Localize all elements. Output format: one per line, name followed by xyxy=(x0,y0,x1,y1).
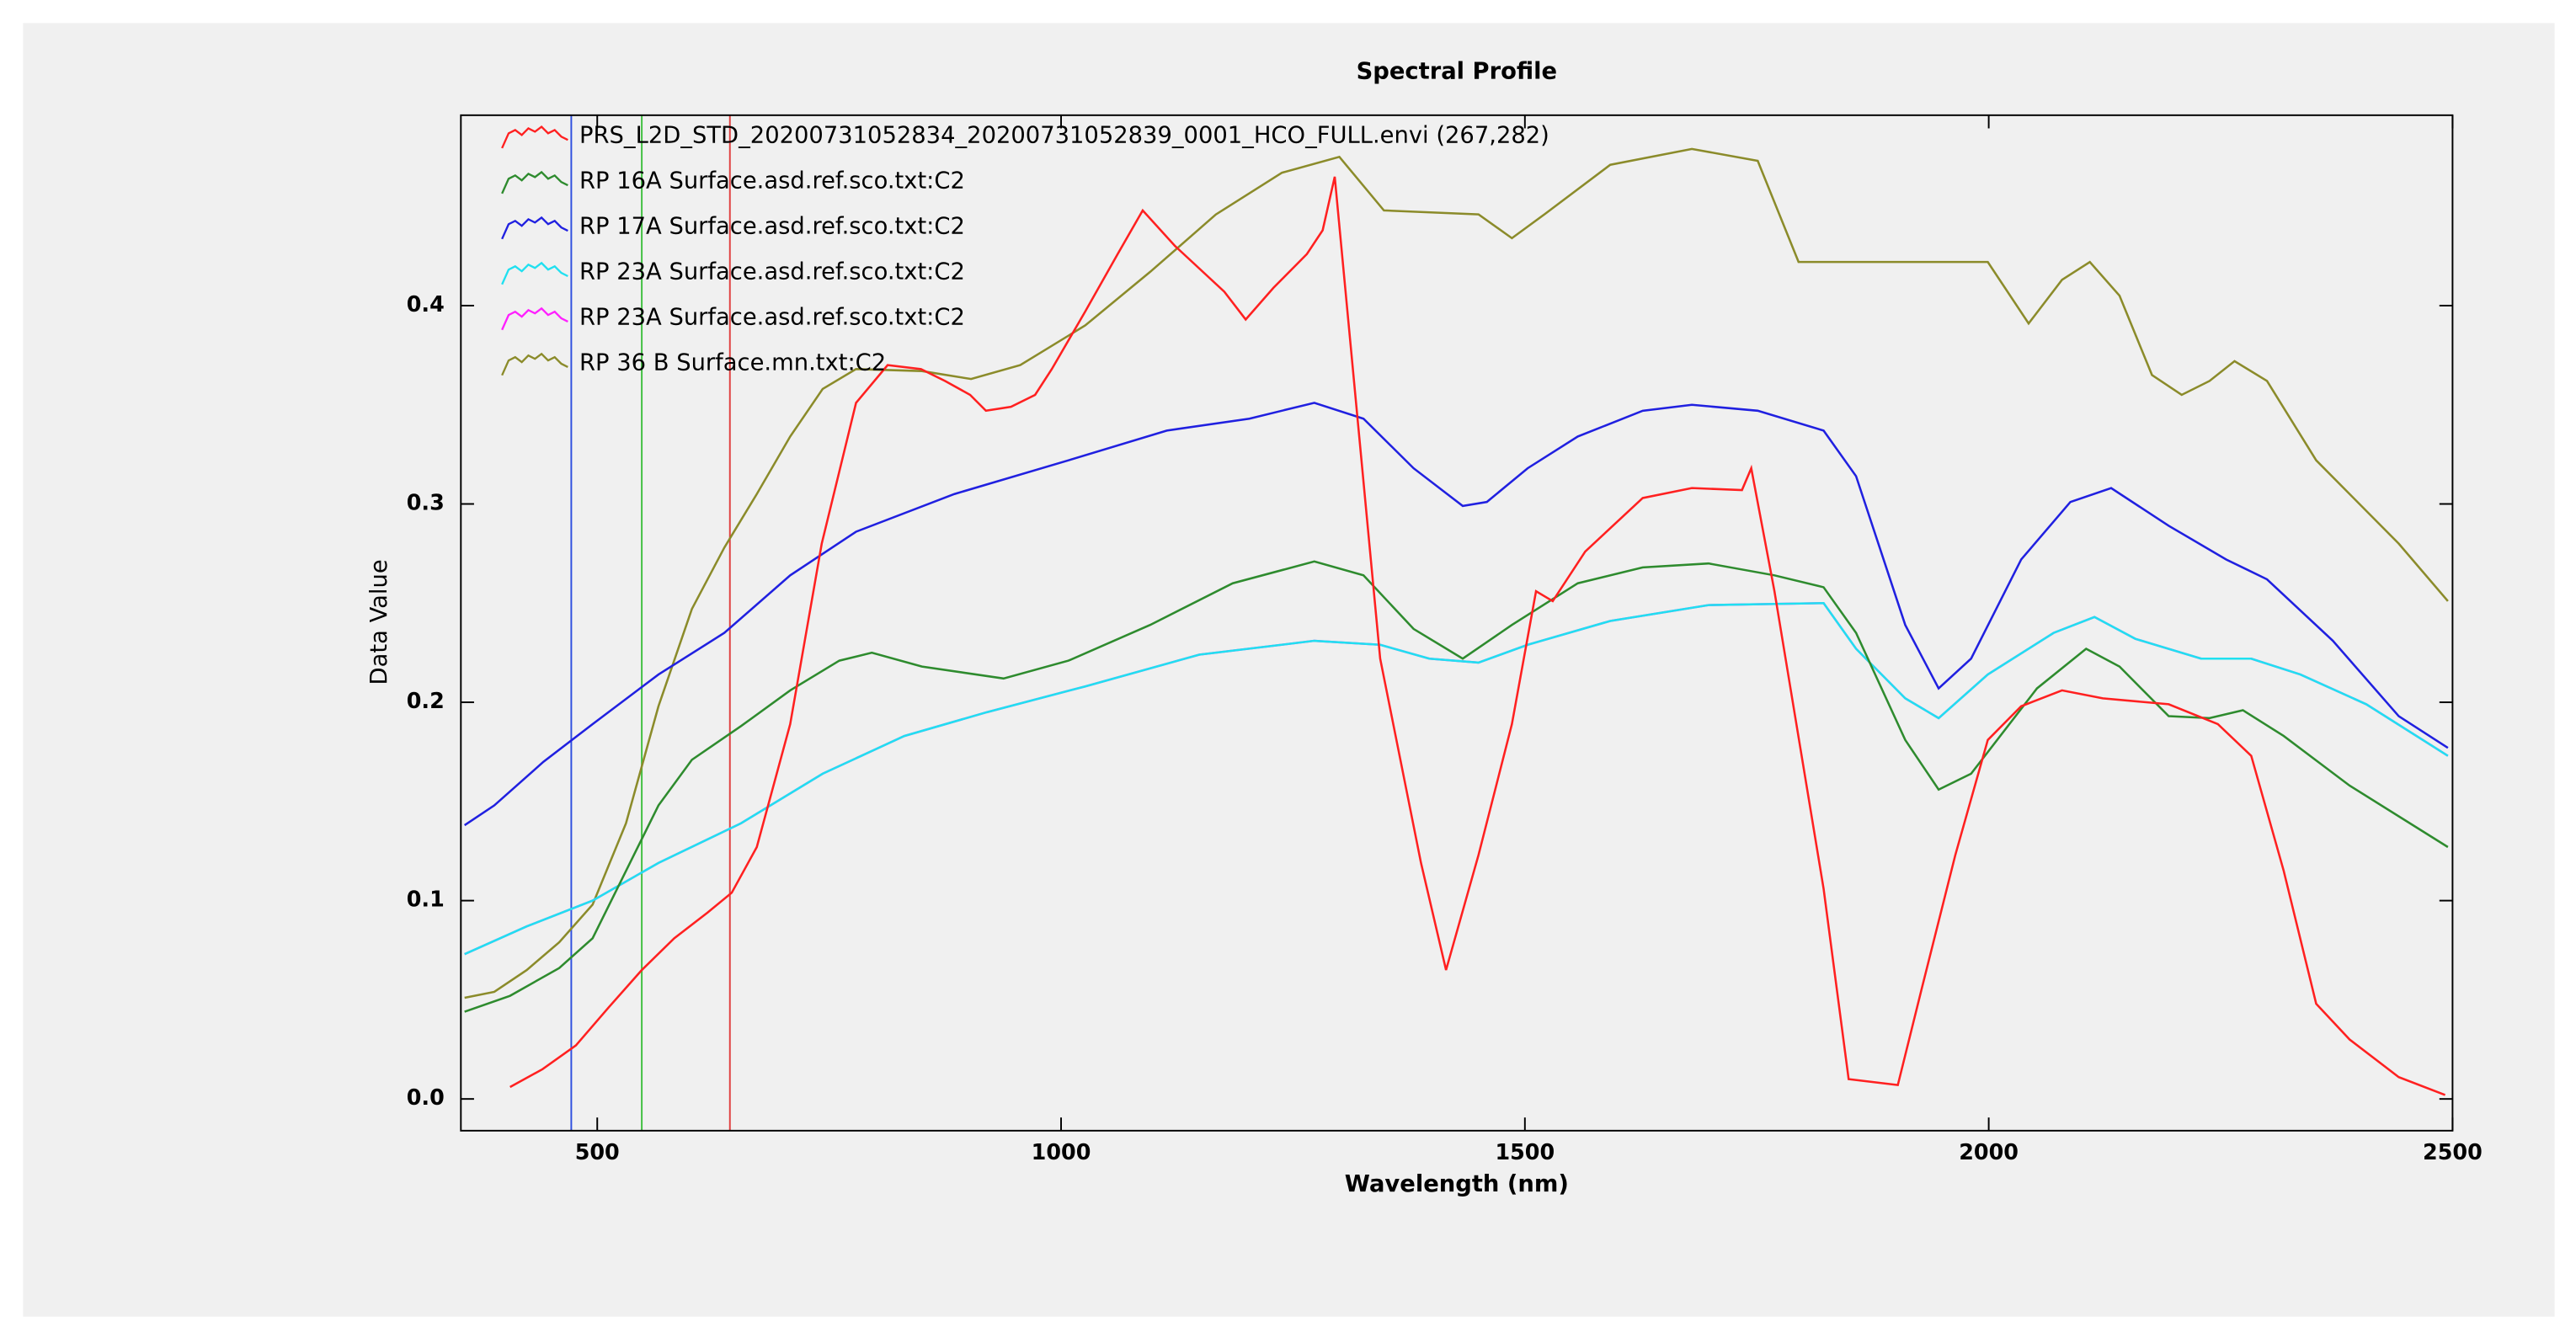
legend-swatch xyxy=(501,306,568,331)
x-tick-label: 2500 xyxy=(2423,1139,2483,1164)
y-tick-label: 0.4 xyxy=(407,291,445,317)
legend-label: RP 23A Surface.asd.ref.sco.txt:C2 xyxy=(579,259,965,285)
series-line xyxy=(463,402,2449,827)
y-axis-label: Data Value xyxy=(366,559,392,685)
x-tick-label: 2000 xyxy=(1959,1139,2019,1164)
y-tick-label: 0.2 xyxy=(407,688,445,713)
legend-label: RP 36 B Surface.mn.txt:C2 xyxy=(579,349,886,376)
y-tick-label: 0.0 xyxy=(407,1085,445,1110)
series-line xyxy=(464,560,2449,1013)
panel xyxy=(23,23,2555,1317)
legend-label: RP 16A Surface.asd.ref.sco.txt:C2 xyxy=(579,168,965,195)
x-tick-label: 1500 xyxy=(1495,1139,1555,1164)
series-line xyxy=(464,147,2449,999)
legend-swatch xyxy=(501,216,568,240)
y-tick-label: 0.3 xyxy=(407,490,445,515)
legend-label: PRS_L2D_STD_20200731052834_2020073105283… xyxy=(579,123,1549,149)
plot-frame xyxy=(460,114,2454,1132)
legend-swatch xyxy=(501,352,568,376)
legend-swatch xyxy=(501,170,568,195)
legend-label: RP 23A Surface.asd.ref.sco.txt:C2 xyxy=(579,305,965,331)
chart-title: Spectral Profile xyxy=(1357,59,1558,85)
x-tick-label: 500 xyxy=(575,1139,620,1164)
legend-swatch xyxy=(501,261,568,285)
legend-label: RP 17A Surface.asd.ref.sco.txt:C2 xyxy=(579,214,965,240)
x-tick-label: 1000 xyxy=(1032,1139,1091,1164)
y-tick-label: 0.1 xyxy=(407,887,445,912)
legend-swatch xyxy=(501,125,568,149)
series-line xyxy=(509,176,2446,1096)
x-axis-label: Wavelength (nm) xyxy=(1345,1171,1569,1197)
series-line xyxy=(464,602,2449,956)
